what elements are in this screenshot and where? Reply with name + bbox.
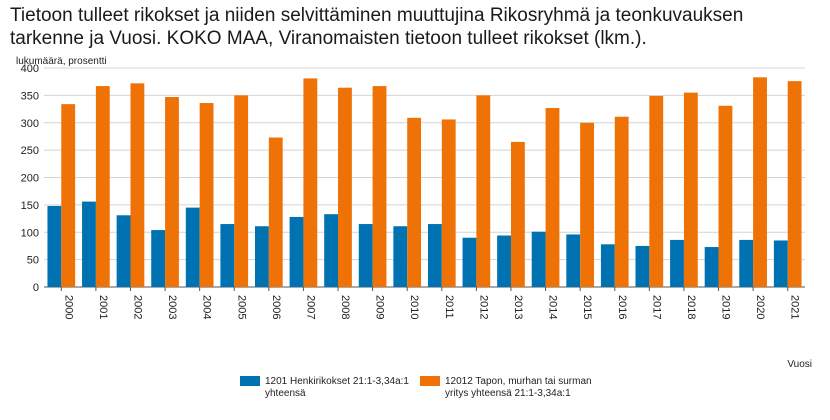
bar-series-2-2020 — [753, 77, 767, 287]
bar-series-1-2015 — [566, 234, 581, 287]
x-tick-label: 2014 — [547, 295, 559, 319]
chart-title: Tietoon tulleet rikokset ja niiden selvi… — [10, 5, 744, 49]
bar-series-2-2015 — [580, 122, 594, 287]
bar-series-2-2013 — [510, 141, 525, 287]
y-tick-label: 300 — [21, 118, 39, 130]
bar-series-2-2007 — [303, 78, 318, 288]
y-tick-label: 400 — [21, 63, 39, 75]
bar-series-1-2006 — [255, 226, 269, 287]
y-axis-label: lukumäärä, prosentti — [16, 56, 107, 67]
bar-series-2-2010 — [407, 117, 422, 287]
bar-series-2-2000 — [61, 104, 76, 287]
x-tick-label: 2007 — [304, 295, 316, 319]
bars — [47, 77, 802, 288]
x-tick-label: 2003 — [166, 295, 178, 319]
x-tick-label: 2002 — [131, 295, 143, 319]
bar-series-2-2011 — [441, 119, 456, 287]
bar-series-2-2005 — [234, 95, 249, 288]
x-tick-label: 2016 — [616, 295, 628, 319]
bar-series-1-2000 — [47, 205, 62, 287]
y-tick-label: 100 — [21, 227, 39, 239]
bar-series-2-2003 — [165, 97, 179, 288]
x-tick-label: 2020 — [754, 295, 766, 319]
legend-label-series-2: 12012 Tapon, murhan tai surman — [445, 376, 592, 387]
x-tick-label: 2001 — [97, 295, 109, 319]
legend-swatch-series-2 — [420, 376, 440, 386]
legend-label-series-2-line2: yritys yhteensä 21:1-3,34a:1 — [445, 388, 571, 399]
x-tick-label: 2010 — [408, 295, 420, 319]
x-tick-label: 2017 — [650, 295, 662, 319]
x-tick-label: 2012 — [477, 295, 489, 319]
x-tick-label: 2000 — [62, 295, 74, 319]
x-tick-label: 2021 — [789, 295, 801, 319]
x-tick-label: 2018 — [685, 295, 697, 319]
bar-series-2-2016 — [614, 116, 629, 287]
bar-series-1-2018 — [670, 239, 684, 287]
bar-series-1-2021 — [773, 240, 788, 287]
y-axis-ticks: 0 50 100 150 200 250 300 350 400 — [21, 63, 39, 294]
x-axis-ticks: 2000 2001 2002 2003 2004 2005 2006 2007 2008 2009… — [60, 287, 801, 319]
bar-series-1-2005 — [220, 224, 235, 287]
bar-series-1-2020 — [739, 239, 754, 287]
bar-series-1-2019 — [704, 247, 719, 287]
y-tick-label: 50 — [27, 255, 39, 267]
bar-series-1-2002 — [116, 215, 131, 287]
y-tick-label: 200 — [21, 173, 39, 185]
x-tick-label: 2019 — [720, 295, 732, 319]
legend-swatch-series-1 — [240, 376, 260, 386]
bar-series-1-2001 — [82, 201, 96, 287]
bar-series-2-2017 — [649, 95, 664, 287]
y-tick-label: 0 — [33, 282, 39, 294]
bar-series-2-2009 — [372, 86, 387, 287]
y-tick-label: 250 — [21, 145, 39, 157]
bar-series-2-2001 — [95, 86, 110, 287]
bar-series-1-2008 — [324, 214, 339, 287]
bar-series-2-2002 — [130, 83, 145, 287]
bar-series-2-2014 — [545, 107, 560, 287]
bar-series-1-2009 — [358, 224, 373, 287]
y-tick-label: 150 — [21, 200, 39, 212]
bar-series-1-2014 — [531, 231, 546, 287]
bar-series-2-2021 — [787, 81, 802, 287]
legend-label-series-1-line2: yhteensä — [265, 388, 306, 399]
bar-series-1-2010 — [393, 226, 408, 287]
bar-series-2-2019 — [718, 105, 733, 287]
x-tick-label: 2015 — [581, 295, 593, 319]
x-tick-label: 2006 — [270, 295, 282, 319]
bar-series-1-2004 — [185, 207, 200, 287]
y-tick-label: 350 — [21, 90, 39, 102]
legend: 1201 Henkirikokset 21:1-3,34a:1 yhteensä… — [240, 376, 592, 399]
x-axis-label: Vuosi — [787, 359, 812, 370]
bar-series-1-2007 — [289, 216, 304, 287]
legend-label-series-1: 1201 Henkirikokset 21:1-3,34a:1 — [265, 376, 409, 387]
bar-series-2-2004 — [199, 103, 214, 287]
x-tick-label: 2008 — [339, 295, 351, 319]
bar-series-1-2017 — [635, 245, 650, 287]
bar-series-1-2016 — [600, 244, 615, 287]
bar-series-2-2012 — [476, 95, 491, 288]
bar-series-1-2012 — [462, 237, 477, 287]
bar-series-1-2013 — [497, 235, 511, 287]
bar-series-2-2018 — [683, 92, 698, 287]
bar-series-1-2003 — [151, 230, 166, 287]
x-tick-label: 2009 — [374, 295, 386, 319]
bar-series-2-2008 — [338, 87, 352, 288]
x-tick-label: 2011 — [443, 295, 455, 319]
x-tick-label: 2005 — [235, 295, 247, 319]
x-tick-label: 2013 — [512, 295, 524, 319]
x-tick-label: 2004 — [201, 295, 213, 319]
bar-series-2-2006 — [268, 137, 283, 287]
bar-series-1-2011 — [427, 224, 442, 287]
